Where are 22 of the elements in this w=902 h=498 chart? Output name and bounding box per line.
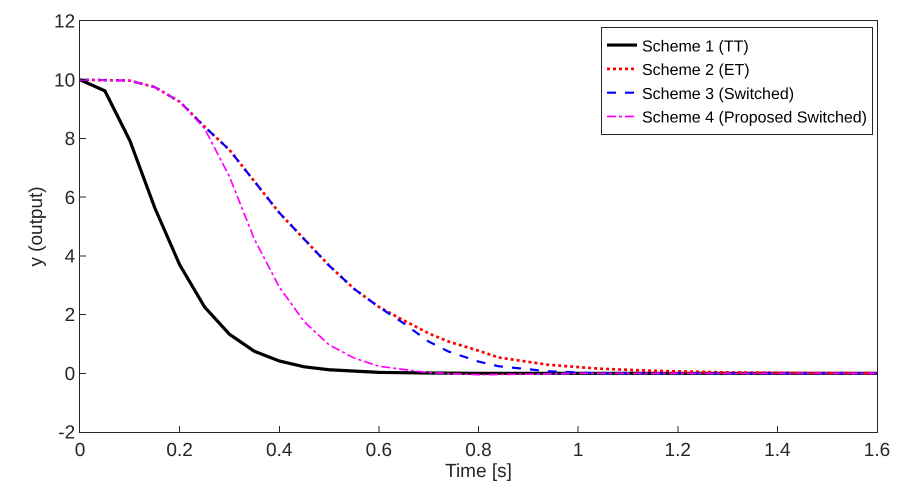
y-tick-label: 2 (64, 305, 76, 326)
x-tick-label: 0.4 (266, 440, 293, 461)
x-tick-label: 0.2 (166, 440, 193, 461)
y-tick-label: 12 (54, 12, 76, 33)
x-tick-label: 1.4 (764, 440, 792, 461)
legend-label: Scheme 1 (TT) (642, 38, 749, 56)
x-tick-label: 1.2 (664, 440, 691, 461)
y-axis-title: y (output) (26, 186, 47, 267)
x-tick-label: 0.8 (465, 440, 492, 461)
y-tick-label: 10 (54, 70, 76, 92)
x-tick-label: 0.6 (366, 440, 392, 461)
x-tick-label: 1 (572, 440, 584, 461)
y-tick-label: 0 (64, 364, 76, 385)
y-tick-label: 6 (64, 188, 76, 209)
x-axis-title: Time [s] (445, 460, 512, 482)
x-tick-label: 1.6 (864, 440, 890, 461)
legend-label: Scheme 3 (Switched) (642, 86, 794, 103)
y-tick-label: -2 (58, 422, 76, 444)
legend-label: Scheme 2 (ET) (642, 62, 750, 80)
y-tick-label: 4 (64, 246, 76, 268)
y-tick-label: 8 (64, 129, 76, 150)
legend-label: Scheme 4 (Proposed Switched) (642, 110, 868, 127)
